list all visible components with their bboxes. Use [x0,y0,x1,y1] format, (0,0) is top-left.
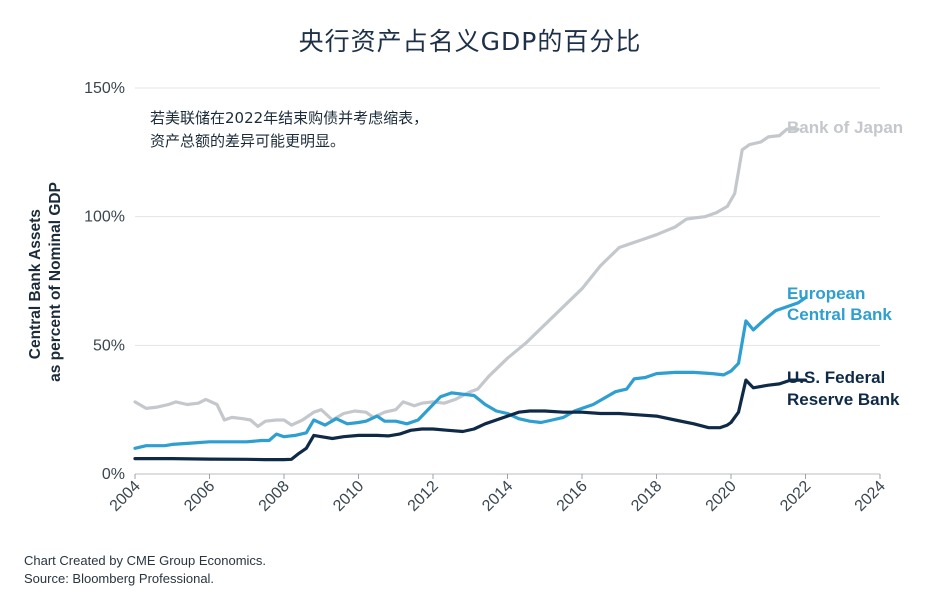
chart-title: 央行资产占名义GDP的百分比 [298,27,642,56]
series-label-1: European [787,284,865,303]
series-labels: Bank of Japan European Central Bank U.S. Fe… [787,118,903,409]
series-line-1 [133,296,808,450]
y-tick-label: 150% [84,80,125,97]
grid-lines [135,87,880,475]
y-axis-label: Central Bank Assets as percent of Nomina… [27,182,64,382]
x-tick-label: 2006 [181,478,218,515]
x-tick-label: 2018 [628,478,665,515]
x-tick-label: 2020 [703,478,740,515]
x-tick-label: 2008 [256,478,293,515]
annotation-line-1: 若美联储在2022年结束购债并考虑缩表， [150,109,428,127]
y-axis-label-line-1: Central Bank Assets [27,209,44,359]
x-tick-label: 2016 [554,478,591,515]
x-tick-label: 2022 [777,478,814,515]
series-line-2 [133,378,808,462]
footnote-source: Source: Bloomberg Professional. [24,571,215,586]
x-tick-label: 2012 [405,478,442,515]
series-label-2: U.S. Federal [787,368,885,387]
series-lines [133,127,808,462]
annotation-line-2: 资产总额的差异可能更明显。 [150,132,345,150]
y-axis-label-line-2: as percent of Nominal GDP [47,182,64,382]
series-label-0: Bank of Japan [787,118,903,137]
x-tick-label: 2010 [330,478,367,515]
x-axis-ticks: 2004 2006 2008 2010 2012 2014 2016 2018 2020 2022… [107,474,889,515]
footnote-credit: Chart Created by CME Group Economics. [24,553,267,568]
chart-annotation: 若美联储在2022年结束购债并考虑缩表， 资产总额的差异可能更明显。 [150,109,433,150]
y-axis-ticks: 0% 50% 100% 150% [84,80,125,483]
series-label-2: Reserve Bank [787,390,900,409]
x-tick-label: 2004 [107,478,144,515]
y-tick-label: 100% [84,209,125,226]
series-line-0 [133,127,800,428]
y-tick-label: 0% [102,466,125,483]
x-tick-label: 2014 [479,478,516,515]
y-tick-label: 50% [93,337,125,354]
x-tick-label: 2024 [852,478,889,515]
series-label-1: Central Bank [787,305,892,324]
